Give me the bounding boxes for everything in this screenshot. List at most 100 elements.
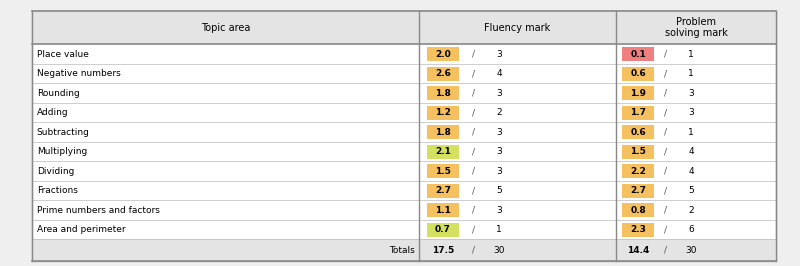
FancyBboxPatch shape	[622, 86, 654, 100]
Text: /: /	[472, 89, 474, 98]
Text: 2.1: 2.1	[435, 147, 451, 156]
Text: 14.4: 14.4	[627, 246, 650, 255]
Text: /: /	[664, 225, 667, 234]
Text: 3: 3	[688, 108, 694, 117]
Text: 2: 2	[689, 206, 694, 215]
Text: Subtracting: Subtracting	[37, 128, 90, 137]
Text: 2: 2	[496, 108, 502, 117]
Text: 2.6: 2.6	[435, 69, 451, 78]
Text: 30: 30	[686, 246, 697, 255]
FancyBboxPatch shape	[622, 184, 654, 198]
Text: /: /	[472, 128, 474, 137]
Text: Place value: Place value	[37, 50, 89, 59]
Text: 6: 6	[688, 225, 694, 234]
FancyBboxPatch shape	[622, 125, 654, 139]
FancyBboxPatch shape	[427, 145, 459, 159]
Text: Problem
solving mark: Problem solving mark	[665, 17, 727, 38]
Text: Area and perimeter: Area and perimeter	[37, 225, 126, 234]
Text: 0.6: 0.6	[630, 128, 646, 137]
Text: /: /	[472, 246, 474, 255]
FancyBboxPatch shape	[427, 106, 459, 120]
FancyBboxPatch shape	[427, 86, 459, 100]
FancyBboxPatch shape	[622, 203, 654, 217]
Text: 3: 3	[496, 128, 502, 137]
Text: Adding: Adding	[37, 108, 69, 117]
Text: 2.7: 2.7	[435, 186, 451, 195]
Text: /: /	[664, 246, 667, 255]
Text: /: /	[472, 147, 474, 156]
FancyBboxPatch shape	[622, 164, 654, 178]
Text: 1.1: 1.1	[435, 206, 451, 215]
Text: /: /	[472, 225, 474, 234]
FancyBboxPatch shape	[622, 66, 654, 81]
Text: Rounding: Rounding	[37, 89, 79, 98]
Text: Fractions: Fractions	[37, 186, 78, 195]
Text: 2.0: 2.0	[435, 50, 450, 59]
Text: 3: 3	[496, 167, 502, 176]
FancyBboxPatch shape	[427, 164, 459, 178]
Text: /: /	[664, 108, 667, 117]
Text: /: /	[664, 147, 667, 156]
Text: 17.5: 17.5	[432, 246, 454, 255]
Text: 1.2: 1.2	[435, 108, 451, 117]
Text: /: /	[664, 69, 667, 78]
Text: 2.7: 2.7	[630, 186, 646, 195]
Text: 1.8: 1.8	[435, 89, 451, 98]
Text: Prime numbers and factors: Prime numbers and factors	[37, 206, 160, 215]
Text: 0.6: 0.6	[630, 69, 646, 78]
Text: /: /	[664, 128, 667, 137]
FancyBboxPatch shape	[427, 66, 459, 81]
FancyBboxPatch shape	[622, 47, 654, 61]
Text: /: /	[664, 89, 667, 98]
Text: /: /	[472, 206, 474, 215]
Text: 2.3: 2.3	[630, 225, 646, 234]
Text: /: /	[472, 50, 474, 59]
Text: 1.7: 1.7	[630, 108, 646, 117]
Text: 1: 1	[688, 128, 694, 137]
Text: 0.1: 0.1	[630, 50, 646, 59]
Text: 1: 1	[496, 225, 502, 234]
Text: /: /	[664, 186, 667, 195]
Text: 5: 5	[496, 186, 502, 195]
FancyBboxPatch shape	[622, 223, 654, 237]
Text: /: /	[664, 206, 667, 215]
Text: /: /	[664, 50, 667, 59]
Text: 1: 1	[688, 69, 694, 78]
Text: 3: 3	[496, 147, 502, 156]
Text: 1.8: 1.8	[435, 128, 451, 137]
Text: /: /	[664, 167, 667, 176]
Text: /: /	[472, 186, 474, 195]
FancyBboxPatch shape	[32, 11, 776, 261]
Text: /: /	[472, 167, 474, 176]
Text: 3: 3	[496, 89, 502, 98]
FancyBboxPatch shape	[427, 47, 459, 61]
FancyBboxPatch shape	[427, 203, 459, 217]
Text: 4: 4	[689, 167, 694, 176]
Text: Topic area: Topic area	[201, 23, 250, 32]
Text: 4: 4	[496, 69, 502, 78]
FancyBboxPatch shape	[32, 239, 776, 261]
Text: 3: 3	[688, 89, 694, 98]
Text: Negative numbers: Negative numbers	[37, 69, 121, 78]
Text: /: /	[472, 108, 474, 117]
Text: Fluency mark: Fluency mark	[484, 23, 550, 32]
FancyBboxPatch shape	[32, 11, 776, 44]
Text: 3: 3	[496, 206, 502, 215]
FancyBboxPatch shape	[427, 125, 459, 139]
Text: 2.2: 2.2	[630, 167, 646, 176]
Text: 1.5: 1.5	[630, 147, 646, 156]
Text: Totals: Totals	[389, 246, 415, 255]
FancyBboxPatch shape	[622, 106, 654, 120]
Text: 5: 5	[688, 186, 694, 195]
Text: 1.9: 1.9	[630, 89, 646, 98]
FancyBboxPatch shape	[427, 223, 459, 237]
Text: 1: 1	[688, 50, 694, 59]
Text: 0.8: 0.8	[630, 206, 646, 215]
Text: 30: 30	[493, 246, 505, 255]
Text: 3: 3	[496, 50, 502, 59]
Text: Dividing: Dividing	[37, 167, 74, 176]
Text: 4: 4	[689, 147, 694, 156]
Text: 1.5: 1.5	[435, 167, 451, 176]
Text: 0.7: 0.7	[435, 225, 451, 234]
FancyBboxPatch shape	[427, 184, 459, 198]
